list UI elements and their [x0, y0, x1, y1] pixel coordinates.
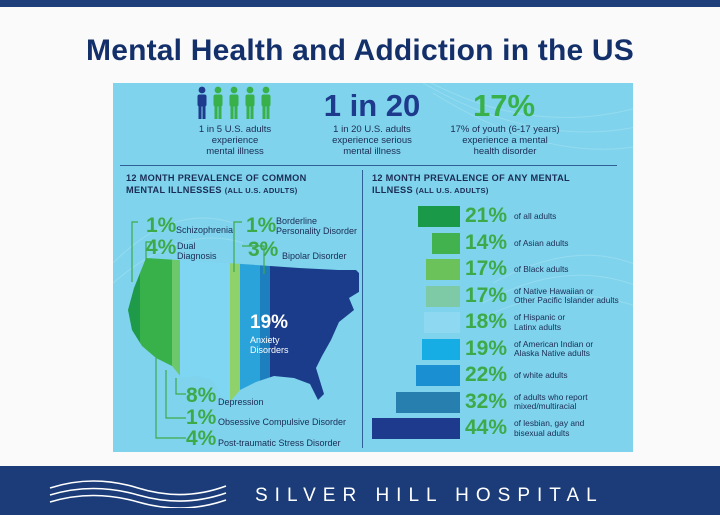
bar-8-pct: 44% [465, 416, 508, 439]
stat-1-caption: 1 in 5 U.S. adults experience mental ill… [198, 124, 272, 157]
right-section-title-text: 12 MONTH PREVALENCE OF ANY MENTAL ILLNES… [372, 173, 570, 195]
bipolar-pct: 3% [248, 238, 279, 261]
people-icon [197, 86, 271, 119]
anxiety-label: Anxiety Disorders [250, 335, 289, 355]
horizontal-divider [120, 165, 617, 166]
bar-2 [426, 259, 460, 280]
footer-hospital-name: SILVER HILL HOSPITAL [255, 485, 604, 506]
waves-logo-icon [49, 480, 227, 508]
right-section-subtitle: (ALL U.S. ADULTS) [415, 186, 489, 195]
bar-7 [396, 391, 460, 413]
ocd-label: Obsessive Compulsive Disorder [218, 417, 347, 427]
bar-3-pct: 17% [465, 283, 508, 307]
ptsd-label: Post-traumatic Stress Disorder [218, 438, 341, 448]
us-map-chart [128, 221, 359, 439]
borderline-label: Borderline Personality Disorder [276, 216, 358, 236]
depression-label: Depression [218, 397, 264, 407]
schizophrenia-label: Schizophrenia [176, 225, 234, 235]
vertical-divider [362, 170, 363, 448]
bar-3-label: of Native Hawaiian or Other Pacific Isla… [514, 285, 619, 305]
bar-5 [422, 338, 460, 360]
bar-3 [426, 285, 460, 307]
bar-5-pct: 19% [465, 336, 508, 360]
dual-diagnosis-label: Dual Diagnosis [177, 241, 217, 261]
bipolar-label: Bipolar Disorder [282, 251, 347, 261]
stat-3-caption: 17% of youth (6-17 years) experience a m… [450, 124, 560, 157]
stat-2-value: 1 in 20 [323, 88, 421, 123]
anxiety-pct: 19% [250, 312, 289, 333]
stat-3-value: 17% [472, 88, 536, 123]
ptsd-pct: 4% [186, 427, 217, 450]
bar-1-label: of Asian adults [514, 237, 569, 248]
left-section-subtitle: (ALL U.S. ADULTS) [224, 186, 298, 195]
bar-2-label: of Black adults [514, 264, 569, 274]
bar-8 [372, 418, 460, 439]
bar-7-pct: 32% [465, 389, 508, 413]
bar-7-label: of adults who report mixed/multiracial [514, 391, 588, 411]
right-section-title: 12 MONTH PREVALENCE OF ANY MENTAL ILLNES… [372, 172, 622, 197]
bar-0-label: of all adults [514, 211, 557, 221]
borderline-pct: 1% [246, 214, 277, 237]
bar-2-pct: 17% [465, 257, 508, 280]
dual-diagnosis-pct: 4% [146, 236, 177, 259]
panel-wave-background [113, 83, 633, 324]
depression-pct: 8% [186, 384, 217, 407]
schizophrenia-pct: 1% [146, 214, 177, 237]
bar-0-pct: 21% [465, 204, 508, 227]
left-section-title: 12 MONTH PREVALENCE OF COMMON MENTAL ILL… [126, 172, 356, 197]
bar-1-pct: 14% [465, 230, 508, 254]
bar-6-label: of white adults [514, 370, 568, 380]
bar-1 [432, 232, 460, 254]
bar-6 [416, 365, 460, 386]
stat-2-caption: 1 in 20 U.S. adults experience serious m… [332, 124, 412, 157]
top-accent-bar [0, 0, 720, 7]
bar-8-label: of lesbian, gay and bisexual adults [514, 418, 585, 438]
bar-0 [418, 206, 460, 227]
bar-5-label: of American Indian or Alaska Native adul… [514, 338, 594, 358]
bar-4-pct: 18% [465, 310, 508, 333]
ocd-pct: 1% [186, 406, 217, 429]
left-section-title-text: 12 MONTH PREVALENCE OF COMMON MENTAL ILL… [126, 173, 307, 195]
bar-4 [424, 312, 460, 333]
slide-title: Mental Health and Addiction in the US [86, 34, 634, 67]
bar-6-pct: 22% [465, 363, 508, 386]
bar-4-label: of Hispanic or Latinx adults [514, 312, 566, 332]
